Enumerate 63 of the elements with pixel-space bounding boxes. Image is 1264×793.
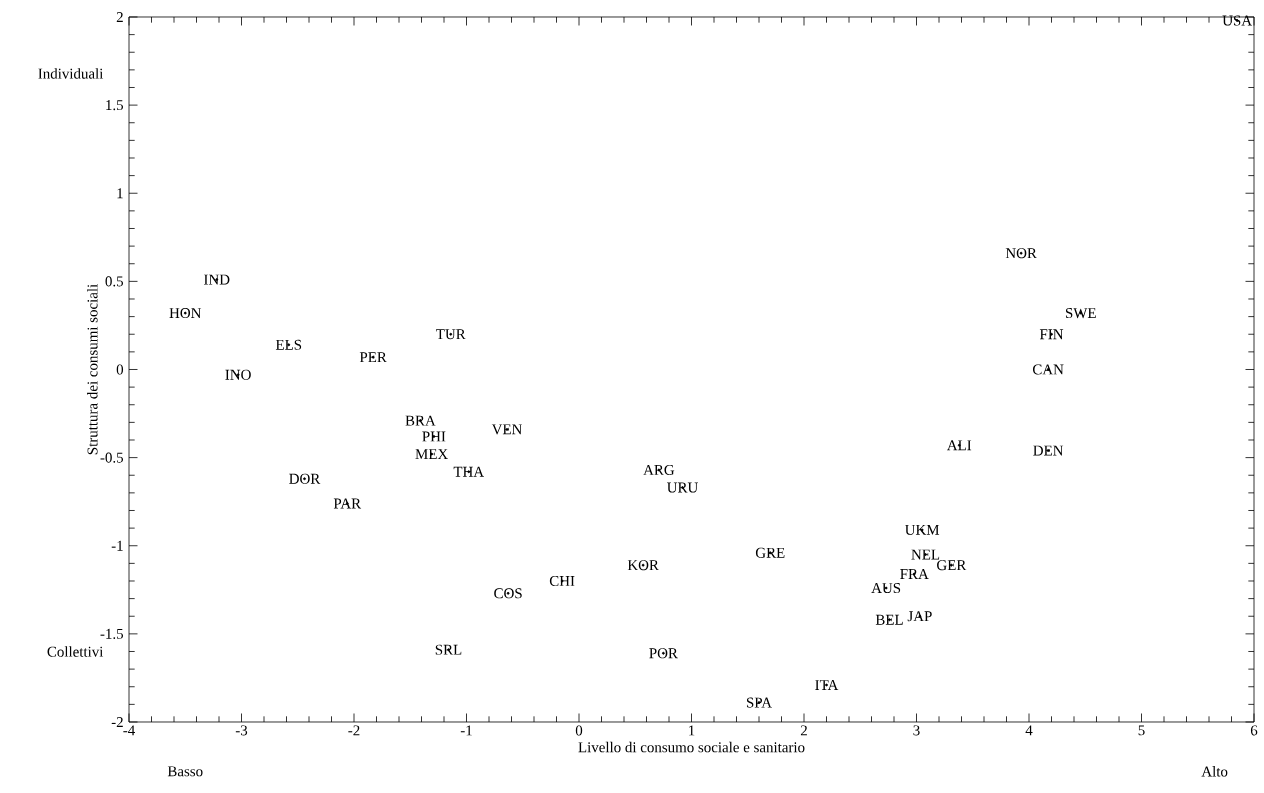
x-tick-label: 4 — [1025, 725, 1033, 736]
data-label: UKM — [905, 524, 940, 535]
data-label: DOR — [289, 473, 321, 484]
x-tick-label: -4 — [123, 725, 135, 736]
data-label: ITA — [815, 680, 839, 690]
data-label: VEN — [491, 424, 522, 435]
x-tick-label: 2 — [800, 725, 807, 736]
data-label: CHI — [549, 576, 575, 587]
text: Collettivi — [47, 646, 104, 657]
data-label: FRA — [900, 569, 929, 579]
data-label: PER — [359, 352, 387, 363]
data-label: CAN — [1032, 364, 1064, 375]
data-label: URU — [667, 482, 698, 493]
data-label: MEX — [415, 449, 448, 459]
text: Individuali — [38, 68, 104, 79]
x-tick-label: -3 — [235, 725, 248, 736]
y-tick-label: 2 — [116, 12, 123, 22]
x-tick-label: 6 — [1250, 725, 1258, 736]
data-label: SPA — [746, 697, 772, 708]
data-label: NEL — [911, 549, 940, 560]
data-label: BRA — [405, 415, 436, 426]
x-tick-label: 1 — [689, 725, 695, 736]
x-axis-title: Livello di consumo sociale e sanitario — [578, 741, 805, 753]
data-label: COS — [494, 588, 522, 599]
data-label: JAP — [907, 611, 932, 622]
data-label: ALI — [946, 440, 972, 451]
data-label: TUR — [436, 329, 466, 340]
data-label: ARG — [643, 464, 675, 475]
x-tick-label: 5 — [1138, 725, 1145, 736]
data-label: HON — [169, 308, 202, 319]
text: Alto — [1201, 766, 1228, 777]
x-tick-label: 0 — [575, 725, 583, 736]
data-label: POR — [649, 648, 678, 659]
x-tick-label: 3 — [913, 725, 920, 736]
y-tick-label: 0.5 — [105, 276, 124, 287]
y-tick-label: -2 — [111, 717, 123, 727]
data-label: KOR — [627, 560, 659, 571]
data-label: IND — [204, 274, 230, 285]
y-tick-label: 0 — [116, 364, 124, 375]
y-tick-label: 1 — [117, 188, 123, 199]
data-label: PAR — [333, 498, 362, 509]
x-tick-label: -2 — [348, 725, 360, 736]
data-label: PHI — [422, 431, 446, 442]
y-tick-label: -1.5 — [100, 628, 124, 639]
text: Basso — [167, 766, 203, 777]
data-label: GER — [937, 560, 967, 571]
x-tick-label: -1 — [460, 725, 472, 736]
data-label: SWE — [1065, 308, 1096, 319]
data-label: INO — [225, 369, 251, 380]
data-label: GRE — [755, 547, 785, 558]
data-label: USA — [1222, 15, 1252, 26]
y-tick-label: -0.5 — [100, 452, 124, 463]
data-label: ELS — [275, 339, 302, 350]
data-label: NOR — [1005, 248, 1037, 259]
data-label: SRL — [435, 644, 462, 655]
data-label: BEL — [875, 614, 903, 625]
y-axis-title: Struttura dei consumi sociali — [87, 284, 98, 455]
data-label: DEN — [1033, 445, 1064, 456]
data-label: FIN — [1039, 329, 1064, 340]
data-label: AUS — [871, 583, 901, 594]
y-tick-label: -1 — [111, 540, 123, 551]
data-label: THA — [453, 466, 484, 477]
y-tick-label: 1.5 — [106, 100, 124, 111]
